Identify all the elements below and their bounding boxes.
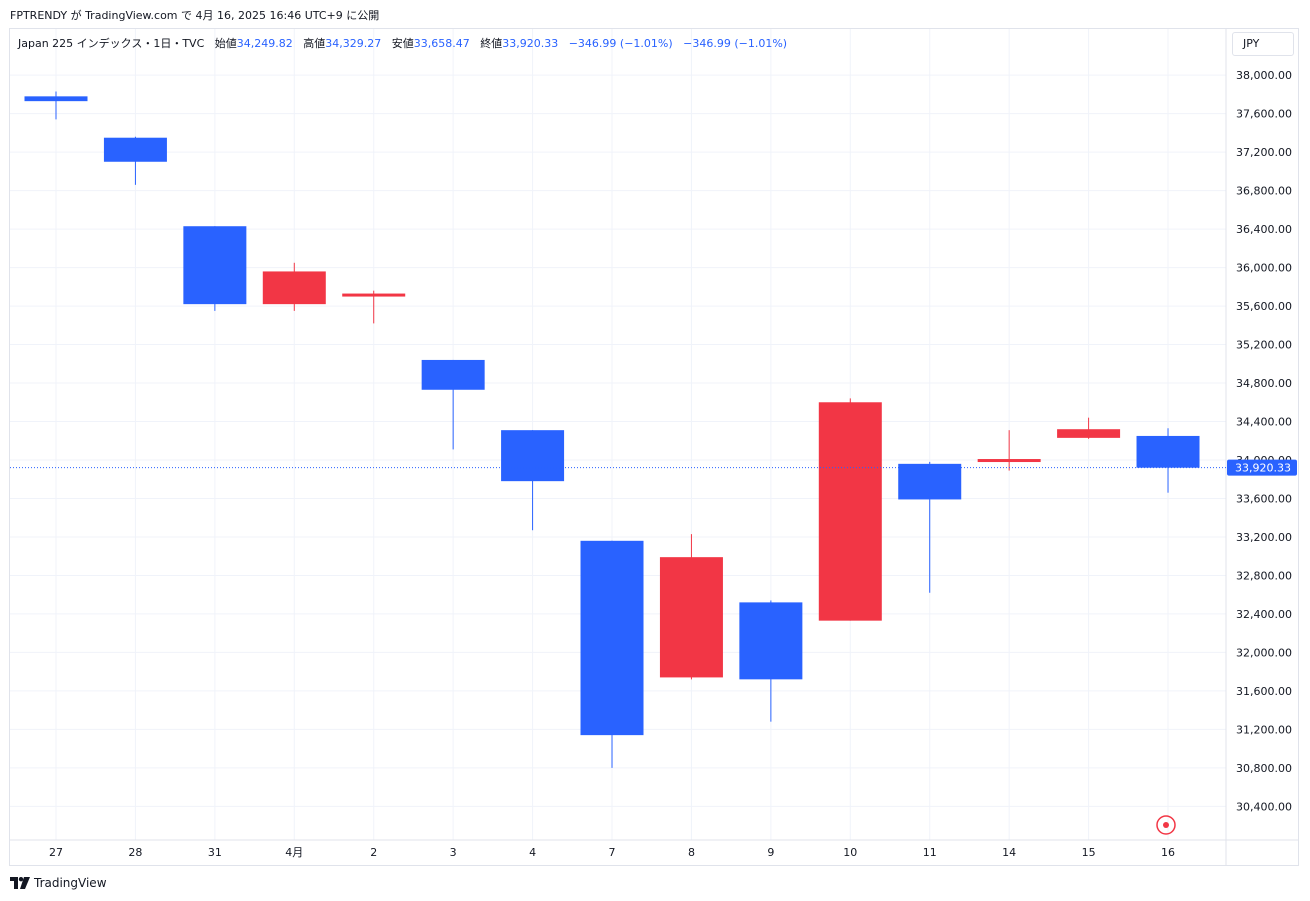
x-tick-label: 16: [1161, 846, 1175, 859]
y-tick-label: 38,000.00: [1236, 69, 1292, 82]
candle-body[interactable]: [898, 463, 962, 500]
y-tick-label: 32,800.00: [1236, 569, 1292, 582]
marker-dot-icon: [1163, 822, 1169, 828]
y-tick-label: 31,600.00: [1236, 685, 1292, 698]
legend-close-value: 33,920.33: [502, 37, 559, 50]
y-tick-label: 36,400.00: [1236, 223, 1292, 236]
legend-high-value: 34,329.27: [325, 37, 382, 50]
ohlc-legend: Japan 225 インデックス・1日・TVC 始値34,249.82 高値34…: [18, 35, 787, 51]
legend-change: −346.99 (−1.01%): [568, 37, 673, 50]
currency-selector[interactable]: JPY: [1232, 32, 1294, 56]
y-tick-label: 35,200.00: [1236, 339, 1292, 352]
x-tick-label: 4: [529, 846, 536, 859]
x-tick-label: 11: [923, 846, 937, 859]
candle-body[interactable]: [24, 96, 88, 102]
candle-body[interactable]: [659, 557, 723, 678]
y-tick-label: 36,800.00: [1236, 185, 1292, 198]
y-tick-label: 37,600.00: [1236, 108, 1292, 121]
legend-symbol[interactable]: Japan 225 インデックス・1日・TVC: [18, 37, 205, 50]
candle-body[interactable]: [739, 602, 803, 680]
x-tick-label: 14: [1002, 846, 1016, 859]
candle-body[interactable]: [818, 402, 882, 621]
candle-body[interactable]: [421, 359, 485, 390]
y-tick-label: 36,000.00: [1236, 262, 1292, 275]
y-tick-label: 35,600.00: [1236, 300, 1292, 313]
x-tick-label: 28: [128, 846, 142, 859]
legend-close-label: 終値: [480, 37, 503, 50]
marker-circle-icon[interactable]: [1156, 815, 1176, 835]
x-tick-label: 3: [450, 846, 457, 859]
x-tick-label: 8: [688, 846, 695, 859]
y-tick-label: 32,000.00: [1236, 646, 1292, 659]
chart-frame: [9, 28, 1299, 866]
x-tick-label: 31: [208, 846, 222, 859]
candle-body[interactable]: [103, 137, 167, 162]
last-price-badge: [1227, 459, 1297, 476]
x-tick-label: 9: [767, 846, 774, 859]
y-tick-label: 30,800.00: [1236, 762, 1292, 775]
brand-label: TradingView: [34, 876, 107, 890]
y-tick-label: 31,200.00: [1236, 723, 1292, 736]
candle-body[interactable]: [580, 540, 644, 736]
last-price-label: 33,920.33: [1235, 462, 1291, 475]
legend-high-label: 高値: [303, 37, 326, 50]
tradingview-brand[interactable]: TradingView: [10, 876, 107, 890]
legend-low-value: 33,658.47: [413, 37, 470, 50]
candle-body[interactable]: [977, 459, 1041, 463]
candle-body[interactable]: [342, 293, 406, 297]
legend-change-secondary: −346.99 (−1.01%): [683, 37, 788, 50]
y-tick-label: 33,200.00: [1236, 531, 1292, 544]
candle-body[interactable]: [183, 226, 247, 305]
y-tick-label: 32,400.00: [1236, 608, 1292, 621]
candle-body[interactable]: [501, 430, 565, 482]
legend-open-value: 34,249.82: [236, 37, 293, 50]
x-tick-label: 7: [609, 846, 616, 859]
y-tick-label: 34,800.00: [1236, 377, 1292, 390]
y-tick-label: 37,200.00: [1236, 146, 1292, 159]
candle-body[interactable]: [1136, 435, 1200, 468]
legend-low-label: 安値: [391, 37, 414, 50]
y-tick-label: 30,400.00: [1236, 800, 1292, 813]
x-tick-label: 10: [843, 846, 857, 859]
publish-info: FPTRENDY が TradingView.com で 4月 16, 2025…: [10, 9, 380, 22]
candle-body[interactable]: [1057, 429, 1121, 438]
x-tick-label: 27: [49, 846, 63, 859]
x-tick-label: 4月: [285, 846, 303, 859]
tradingview-logo-icon: [10, 877, 30, 889]
x-tick-label: 2: [370, 846, 377, 859]
legend-open-label: 始値: [214, 37, 237, 50]
y-tick-label: 33,600.00: [1236, 492, 1292, 505]
candle-body[interactable]: [262, 271, 326, 305]
y-tick-label: 34,400.00: [1236, 416, 1292, 429]
x-tick-label: 15: [1082, 846, 1096, 859]
